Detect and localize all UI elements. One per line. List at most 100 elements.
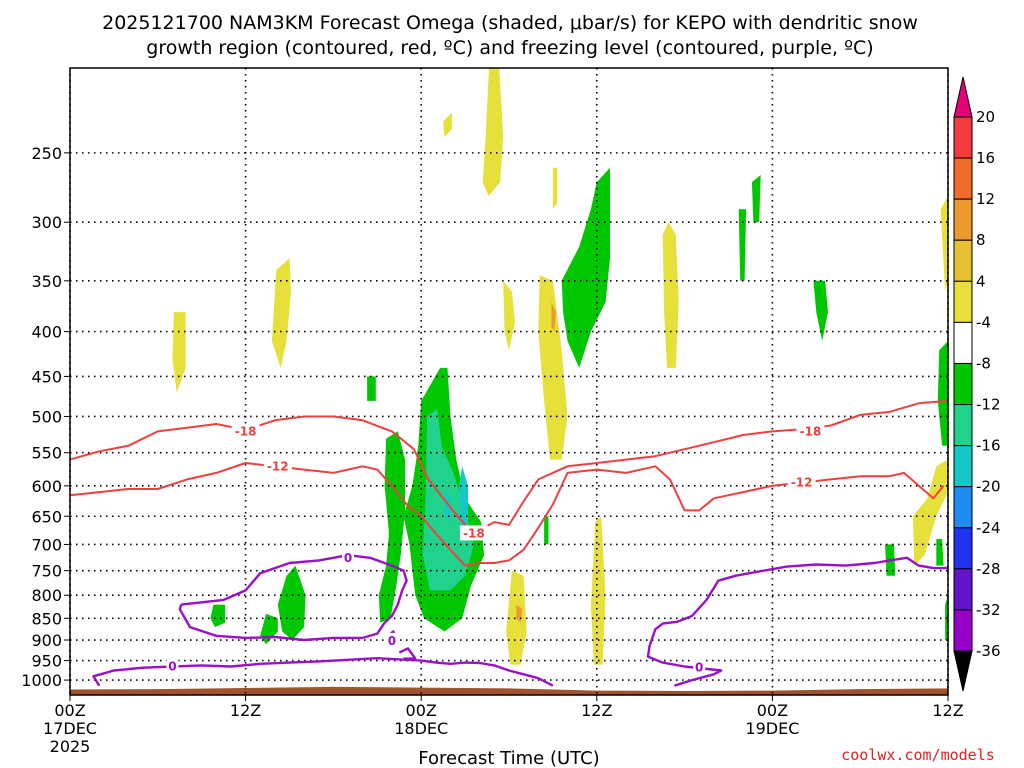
colorbar-segment [953, 362, 973, 406]
contour-label-bg [231, 423, 260, 439]
omega-region-28 [544, 516, 549, 545]
omega-region-26 [936, 539, 944, 566]
freezing-contour-4 [398, 647, 417, 660]
y-tick-label: 950 [31, 652, 62, 671]
x-tick-label: 00Z [54, 701, 85, 720]
omega-region-1 [172, 312, 186, 393]
x-tick-label: 2025 [50, 737, 91, 756]
contour-label: -18 [800, 424, 822, 438]
colorbar-bottom-arrow [953, 650, 973, 692]
colorbar-tick-label: 12 [976, 190, 995, 208]
colorbar-tick-label: -20 [976, 478, 1001, 496]
contour-label-layer: -18 -18 -18 -12 -12 0 0 0 0 [166, 423, 825, 675]
contour-label: -12 [267, 459, 289, 473]
colorbar-tick-label: -8 [976, 354, 991, 372]
colorbar-segment [953, 568, 973, 611]
omega-region-21 [813, 280, 828, 341]
contour-label: 0 [168, 660, 176, 674]
omega-region-8 [590, 516, 606, 665]
colorbar-tick-label: -12 [976, 396, 1001, 414]
chart-title-line-1: 2025121700 NAM3KM Forecast Omega (shaded… [102, 12, 918, 34]
y-tick-label: 1000 [21, 671, 62, 690]
contour-label-bg [796, 423, 825, 439]
omega-region-31 [444, 492, 451, 523]
freezing-contour-2 [646, 556, 948, 687]
y-tick-label: 450 [31, 367, 62, 386]
omega-region-12 [551, 302, 556, 332]
colorbar-segment [953, 116, 973, 159]
omega-region-19 [367, 376, 376, 401]
contour-label: 0 [388, 634, 396, 648]
contour-label: -18 [235, 424, 257, 438]
colorbar-top-arrow [953, 76, 973, 118]
y-tick-label: 600 [31, 477, 62, 496]
y-tick-label: 300 [31, 213, 62, 232]
contour-label-bg [342, 549, 355, 565]
y-tick-label: 800 [31, 586, 62, 605]
omega-region-6 [503, 280, 515, 351]
plot-frame [69, 67, 949, 696]
omega-region-16 [277, 565, 306, 640]
omega-region-0 [662, 222, 679, 368]
omega-region-24 [937, 341, 948, 446]
y-tick-label: 350 [31, 272, 62, 291]
omega-region-23 [751, 175, 761, 223]
colorbar-tick-label: -28 [976, 560, 1001, 578]
omega-region-3 [443, 112, 452, 138]
contour-label: -18 [463, 526, 485, 540]
freezing-contour-layer [92, 554, 948, 687]
omega-region-20 [561, 167, 610, 368]
y-tick-label: 400 [31, 323, 62, 342]
colorbar-segment [953, 280, 973, 323]
y-axis: 250 300 350 400 450 500 550 600 650 700 750 800 850 9… [21, 144, 70, 690]
contour-label: 0 [344, 551, 352, 565]
colorbar-segment [953, 445, 973, 488]
y-tick-label: 550 [31, 444, 62, 463]
terrain-layer [70, 686, 948, 695]
chart-title-line-2: growth region (contoured, red, ºC) and f… [146, 37, 873, 59]
credit-text: coolwx.com/models [841, 746, 995, 764]
colorbar-tick-label: -36 [976, 642, 1001, 660]
x-tick-label: 12Z [932, 701, 963, 720]
colorbar-tick-label: 8 [976, 231, 986, 249]
colorbar-segment [953, 486, 973, 529]
x-tick-label: 18DEC [394, 719, 448, 738]
contour-label-bg [263, 458, 292, 474]
colorbar: 20 16 12 8 4 -4 -8 -12 -16 -20 -24 -28 -32 -36 [953, 76, 1001, 692]
freezing-contour-0 [178, 554, 408, 642]
omega-region-10 [940, 196, 948, 292]
colorbar-segment [953, 239, 973, 282]
y-tick-label: 750 [31, 562, 62, 581]
x-tick-label: 12Z [230, 701, 261, 720]
omega-region-9 [552, 167, 558, 210]
colorbar-tick-label: 20 [976, 108, 995, 126]
contour-label: 0 [695, 661, 703, 675]
omega-region-22 [738, 209, 747, 281]
x-tick-label: 00Z [406, 701, 437, 720]
contour-label-bg [693, 659, 706, 675]
terrain-fill [70, 686, 948, 695]
freezing-contour-1 [92, 657, 554, 687]
omega-region-5 [538, 275, 568, 460]
contour-label-bg [459, 525, 488, 541]
colorbar-segment [953, 157, 973, 200]
y-tick-label: 650 [31, 507, 62, 526]
contour-label-bg [787, 474, 816, 490]
omega-region-11 [912, 459, 948, 566]
colorbar-tick-label: 4 [976, 272, 986, 290]
x-tick-label: 12Z [581, 701, 612, 720]
colorbar-segment [953, 404, 973, 447]
colorbar-tick-label: 16 [976, 149, 995, 167]
y-tick-label: 850 [31, 609, 62, 628]
y-tick-label: 250 [31, 144, 62, 163]
x-tick-label: 00Z [757, 701, 788, 720]
contour-label-bg [166, 658, 179, 674]
x-tick-label: 17DEC [43, 719, 97, 738]
colorbar-segment [953, 609, 973, 652]
colorbar-tick-label: -16 [976, 437, 1001, 455]
y-tick-label: 500 [31, 407, 62, 426]
omega-region-18 [210, 604, 226, 628]
omega-region-4 [482, 68, 504, 196]
